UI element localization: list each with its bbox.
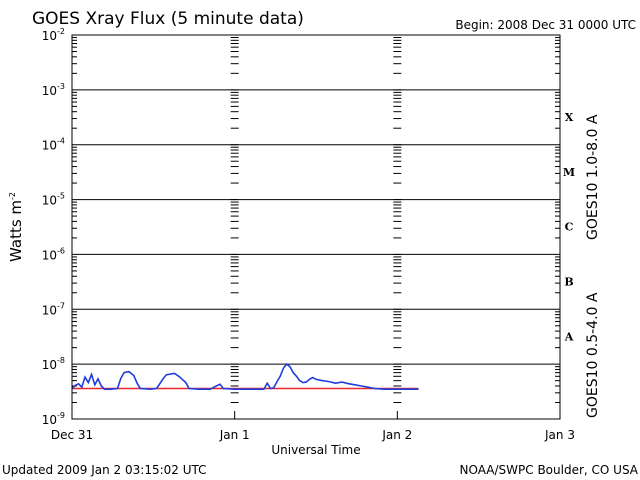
x-axis-ticks: Dec 31 Jan 1 Jan 2 Jan 3 <box>51 411 575 442</box>
flare-class-x: X <box>565 111 574 124</box>
x-tick-label: Dec 31 <box>51 428 93 442</box>
begin-time: Begin: 2008 Dec 31 0000 UTC <box>455 18 636 32</box>
y-axis-label: Watts m-2 <box>7 192 25 262</box>
legend-short-channel: GOES10 0.5-4.0 A <box>585 292 601 418</box>
flare-class-b: B <box>564 276 573 289</box>
flare-class-m: M <box>563 166 575 179</box>
plot-frame <box>71 34 561 420</box>
grid-lines <box>72 37 560 420</box>
flare-class-c: C <box>565 221 574 234</box>
y-axis-ticks: 10-9 10-8 10-7 10-6 10-5 10-4 10-3 10-2 <box>42 27 560 427</box>
flare-class-a: A <box>564 330 574 343</box>
x-tick-label: Jan 1 <box>219 428 250 442</box>
chart-title: GOES Xray Flux (5 minute data) <box>32 9 304 29</box>
y-tick-label: 10-7 <box>42 301 65 317</box>
y-tick-label: 10-6 <box>42 246 65 262</box>
legend-long-channel: GOES10 1.0-8.0 A <box>585 114 601 240</box>
y-tick-label: 10-9 <box>42 411 65 427</box>
y-tick-label: 10-5 <box>42 192 65 208</box>
credit: NOAA/SWPC Boulder, CO USA <box>460 463 639 477</box>
data-series <box>71 362 419 391</box>
y-tick-label: 10-8 <box>42 356 65 372</box>
x-axis-label: Universal Time <box>271 443 360 457</box>
series-short-channel <box>71 362 419 391</box>
flare-class-labels: X M C B A <box>563 111 575 343</box>
y-tick-label: 10-3 <box>42 82 65 98</box>
updated-time: Updated 2009 Jan 2 03:15:02 UTC <box>2 463 207 477</box>
x-tick-label: Jan 3 <box>544 428 575 442</box>
y-tick-label: 10-4 <box>42 137 65 153</box>
y-tick-label: 10-2 <box>42 27 65 43</box>
x-tick-label: Jan 2 <box>381 428 412 442</box>
